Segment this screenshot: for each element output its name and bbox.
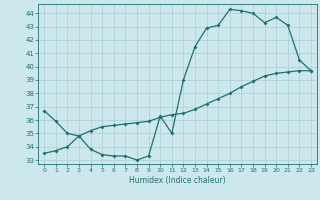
X-axis label: Humidex (Indice chaleur): Humidex (Indice chaleur) xyxy=(129,176,226,185)
